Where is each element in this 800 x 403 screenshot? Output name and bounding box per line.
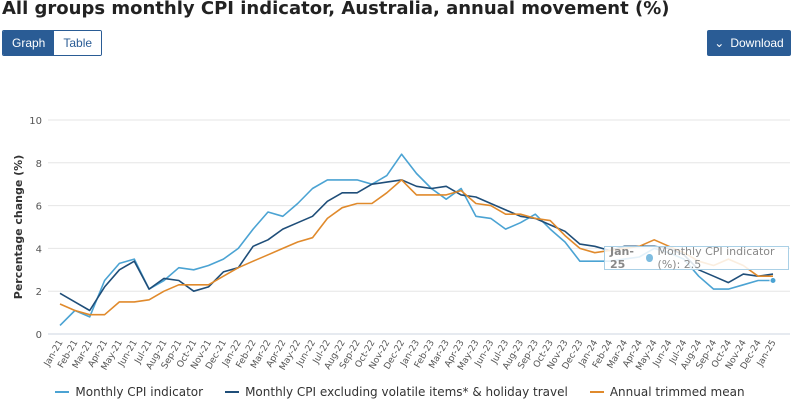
tab-graph[interactable]: Graph: [3, 31, 55, 55]
tooltip-period: Jan-25: [610, 245, 634, 271]
series-line-2: [59, 179, 773, 316]
legend-item-trimmed-mean[interactable]: Annual trimmed mean: [589, 385, 745, 399]
download-label: Download: [730, 36, 784, 50]
tooltip-text: Monthly CPI indicator (%): 2.5: [657, 245, 775, 271]
page-title: All groups monthly CPI indicator, Austra…: [2, 0, 670, 19]
legend-swatch: [589, 391, 604, 393]
chart-legend: Monthly CPI indicator Monthly CPI exclud…: [0, 385, 800, 399]
hover-marker: [769, 277, 777, 284]
y-tick-label: 2: [36, 287, 42, 298]
legend-item-headline[interactable]: Monthly CPI indicator: [55, 385, 203, 399]
chart-tooltip: Jan-25 Monthly CPI indicator (%): 2.5: [604, 245, 789, 271]
legend-label: Annual trimmed mean: [609, 385, 745, 399]
download-button[interactable]: ⌄ Download: [707, 30, 791, 56]
view-toggle: Graph Table: [2, 30, 103, 56]
chevron-down-icon: ⌄: [714, 36, 725, 50]
legend-item-excl-volatile[interactable]: Monthly CPI excluding volatile items* & …: [225, 385, 568, 399]
y-tick-label: 6: [36, 202, 42, 213]
legend-label: Monthly CPI excluding volatile items* & …: [245, 385, 568, 399]
legend-swatch: [225, 391, 240, 393]
y-axis-title: Percentage change (%): [12, 155, 25, 299]
y-tick-label: 0: [36, 330, 42, 341]
series-line-0: [59, 153, 773, 326]
legend-swatch: [55, 391, 70, 393]
y-tick-label: 8: [36, 159, 42, 170]
y-tick-label: 4: [36, 244, 42, 255]
legend-label: Monthly CPI indicator: [75, 385, 204, 399]
tab-table[interactable]: Table: [54, 31, 102, 55]
tooltip-series-dot: [646, 254, 653, 262]
y-tick-label: 10: [29, 116, 42, 127]
